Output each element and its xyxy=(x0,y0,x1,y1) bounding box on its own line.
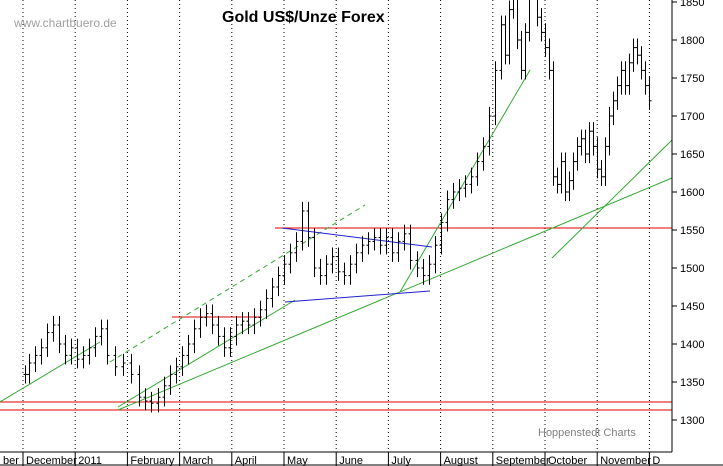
x-tick-label: September xyxy=(496,455,550,466)
y-tick-label: 1750 xyxy=(680,73,704,85)
x-tick-label: ber xyxy=(3,455,19,466)
y-tick-label: 1850 xyxy=(680,0,704,9)
y-tick-label: 1500 xyxy=(680,263,704,275)
triangle-lower-line xyxy=(284,290,431,303)
x-tick-label: June xyxy=(339,455,363,466)
y-tick-label: 1600 xyxy=(680,187,704,199)
y-tick-label: 1550 xyxy=(680,225,704,237)
y-tick-label: 1650 xyxy=(680,149,704,161)
x-tick-label: April xyxy=(235,455,257,466)
y-tick-label: 1800 xyxy=(680,35,704,47)
x-axis: ber December 2011 February March April May June… xyxy=(3,452,660,466)
x-tick-label: March xyxy=(183,455,214,466)
x-tick-label: May xyxy=(287,455,308,466)
channel-line-dashed xyxy=(109,204,366,363)
uptrend-line-sep-nov xyxy=(551,139,673,259)
x-tick-label: February xyxy=(130,455,175,466)
x-tick-label: 2011 xyxy=(78,455,102,466)
y-tick-label: 1450 xyxy=(680,301,704,313)
y-tick-label: 1400 xyxy=(680,339,704,351)
credit-label: Hoppenstedt Charts xyxy=(538,427,636,439)
y-tick-label: 1300 xyxy=(680,415,704,427)
x-tick-label: July xyxy=(391,455,411,466)
trendlines xyxy=(0,69,673,411)
x-tick-label: October xyxy=(548,455,587,466)
triangle-upper-line xyxy=(281,227,433,248)
uptrend-line-feb-may xyxy=(117,299,296,408)
x-tick-label: December xyxy=(26,455,77,466)
chart-title: Gold US$/Unze Forex xyxy=(222,9,385,26)
price-bars xyxy=(23,0,652,413)
x-tick-label: August xyxy=(444,455,478,466)
vertical-gridlines xyxy=(22,0,650,452)
watermark: www.chartbuero.de xyxy=(13,16,117,30)
y-tick-label: 1700 xyxy=(680,111,704,123)
x-tick-label: November xyxy=(600,455,651,466)
x-tick-label: D xyxy=(652,455,660,466)
y-tick-label: 1350 xyxy=(680,377,704,389)
y-axis: 1300 1350 1400 1450 1500 1550 1600 1650 1700 1750… xyxy=(672,0,704,427)
